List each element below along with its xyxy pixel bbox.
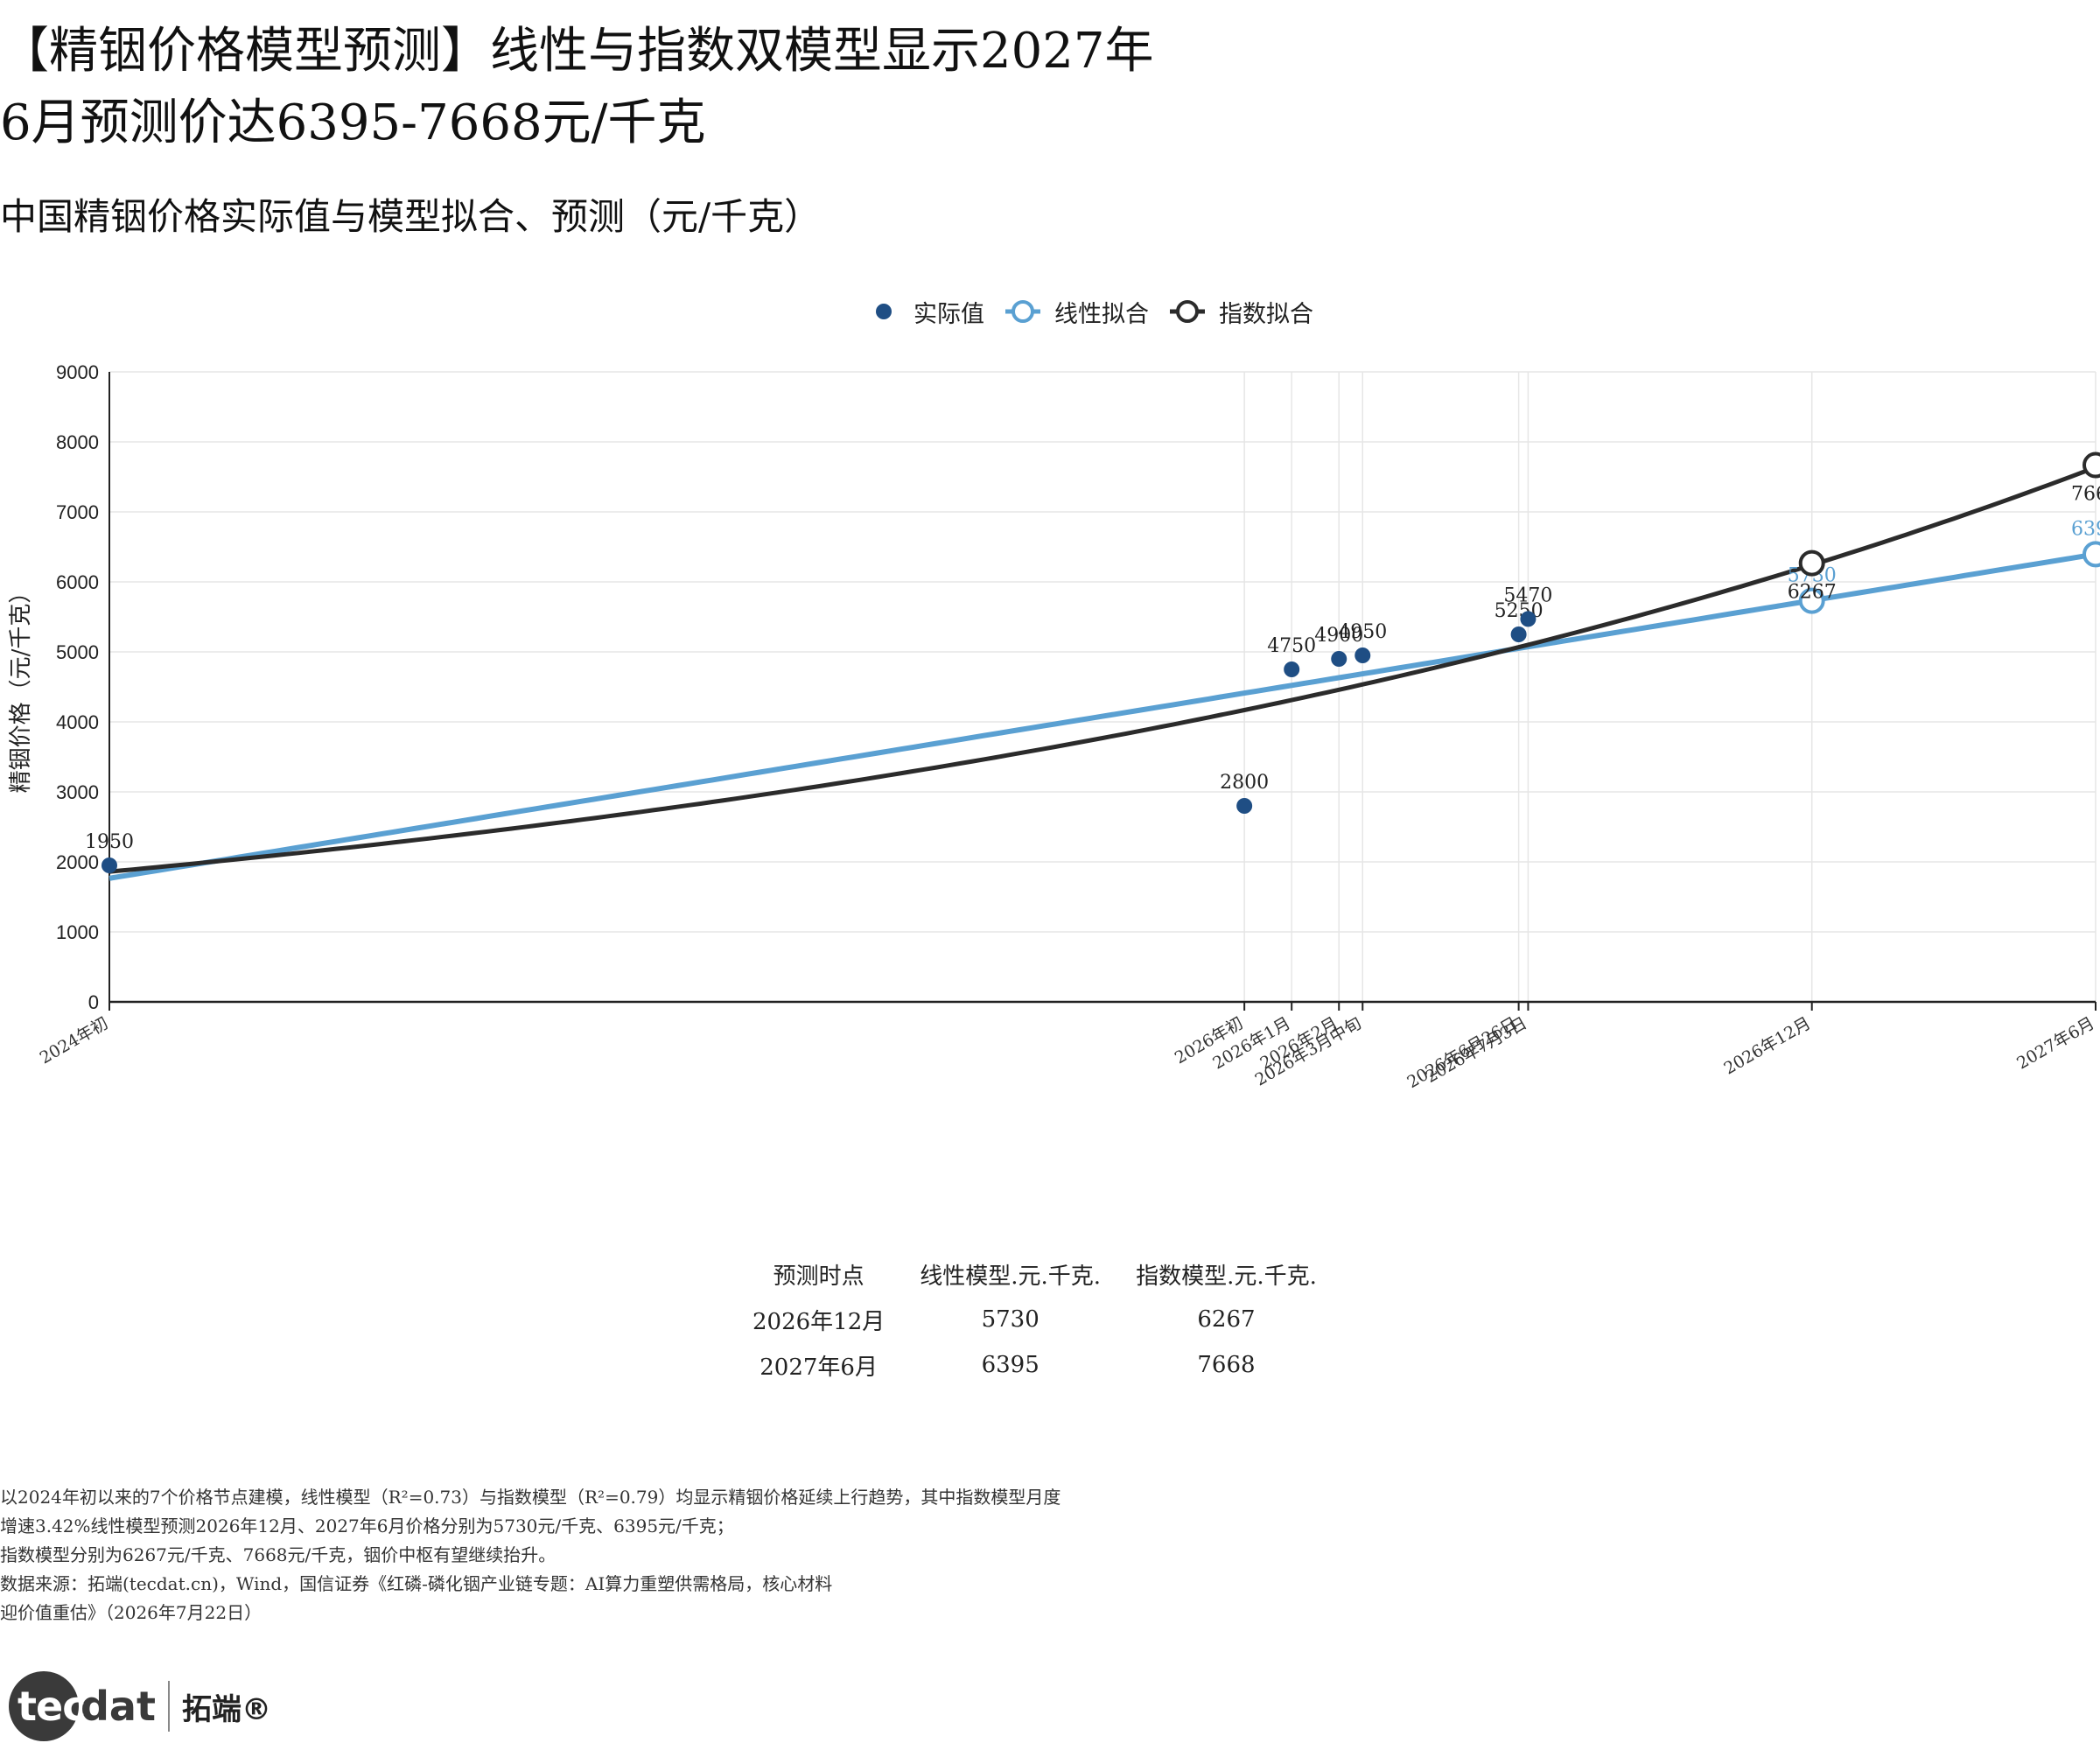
legend-marker-exp — [1170, 300, 1205, 323]
actual-point-label: 1950 — [85, 831, 134, 853]
legend-marker-actual — [876, 304, 892, 319]
y-tick-label: 4000 — [56, 711, 99, 733]
actual-point-label: 5470 — [1503, 584, 1552, 606]
logo-cn: 拓端® — [181, 1691, 271, 1727]
title-line-1: 【精铟价格模型预测】线性与指数双模型显示2027年 — [0, 23, 1154, 80]
actual-point — [1354, 648, 1371, 663]
y-tick-label: 7000 — [56, 501, 99, 523]
legend-marker-linear — [1005, 300, 1040, 323]
exp-forecast-point — [1798, 550, 1825, 577]
linear-forecast-point — [2082, 541, 2100, 568]
legend-item-exp[interactable]: 指数拟合 — [1168, 295, 1313, 329]
footnote-line: 指数模型分别为6267元/千克、7668元/千克，铟价中枢有望继续抬升。 — [0, 1544, 556, 1565]
x-tick-label: 2026年7月3日 — [1423, 1013, 1530, 1087]
actual-point — [1520, 611, 1536, 627]
price-chart: 0 1000 2000 3000 4000 5000 6000 7000 8000 9000 202… — [8, 361, 2100, 1092]
logo-tec: tec — [18, 1683, 86, 1730]
table-row: 2027年6月 6395 7668 — [735, 1342, 1334, 1388]
y-tick-label: 1000 — [56, 921, 99, 943]
footnote-line: 以2024年初以来的7个价格节点建模，线性模型（R²=0.73）与指数模型（R²… — [0, 1487, 1061, 1508]
exp-forecast-label: 6267 — [1788, 582, 1837, 604]
actual-point — [1284, 662, 1300, 677]
y-tick-label: 9000 — [56, 361, 99, 383]
actual-point-label: 2800 — [1220, 772, 1269, 794]
actual-point — [1236, 798, 1253, 814]
footnote-line: 增速3.42%线性模型预测2026年12月、2027年6月价格分别为5730元/… — [0, 1516, 734, 1536]
table-cell: 2027年6月 — [760, 1354, 878, 1381]
footnote: 以2024年初以来的7个价格节点建模，线性模型（R²=0.73）与指数模型（R²… — [0, 1483, 1155, 1628]
table-cell: 2026年12月 — [752, 1308, 886, 1335]
exp-forecast-label: 7668 — [2071, 484, 2100, 506]
table-cell: 7668 — [1197, 1352, 1256, 1378]
actual-point — [102, 858, 117, 873]
table-header-cell: 线性模型.元.千克. — [920, 1263, 1102, 1290]
actual-point-label: 4950 — [1338, 621, 1387, 643]
actual-point-label: 4900 — [1314, 625, 1363, 647]
linear-fit-line — [108, 551, 2096, 881]
table-header-cell: 预测时点 — [773, 1263, 864, 1290]
linear-forecast-point — [1798, 587, 1825, 614]
y-tick-label: 3000 — [56, 781, 99, 803]
y-axis-label: 精铟价格（元/千克） — [8, 581, 34, 794]
x-tick-label: 2026年12月 — [1720, 1013, 1814, 1078]
logo-dat: dat — [80, 1683, 156, 1730]
footnote-line: 迎价值重估》（2026年7月22日） — [0, 1602, 262, 1623]
title-line-2: 6月预测价达6395-7668元/千克 — [0, 94, 706, 151]
legend-label-linear: 线性拟合 — [1054, 300, 1149, 327]
chart-title: 【精铟价格模型预测】线性与指数双模型显示2027年 6月预测价达6395-766… — [0, 16, 1225, 159]
table-header-row: 预测时点 线性模型.元.千克. 指数模型.元.千克. — [735, 1251, 1334, 1297]
actual-point-label: 4750 — [1267, 635, 1316, 657]
table-cell: 5730 — [981, 1306, 1040, 1333]
y-tick-label: 8000 — [56, 431, 99, 453]
legend: 实际值 线性拟合 指数拟合 — [866, 290, 1333, 332]
actual-point — [1331, 651, 1348, 667]
x-tick-label: 2027年6月 — [2013, 1013, 2097, 1073]
exp-fit-line — [108, 465, 2096, 874]
table-row: 2026年12月 5730 6267 — [735, 1297, 1334, 1342]
exp-forecast-point — [2082, 452, 2100, 479]
legend-label-exp: 指数拟合 — [1219, 300, 1313, 327]
y-tick-label: 0 — [88, 991, 99, 1013]
forecast-table: 预测时点 线性模型.元.千克. 指数模型.元.千克. 2026年12月 5730… — [735, 1251, 1334, 1388]
table-cell: 6267 — [1197, 1306, 1256, 1333]
actual-point — [1510, 626, 1527, 642]
y-tick-label: 6000 — [56, 571, 99, 593]
logo-circle: tec — [9, 1671, 86, 1741]
footnote-line: 数据来源：拓端(tecdat.cn)，Wind，国信证券《红磷-磷化铟产业链专题… — [0, 1573, 833, 1594]
tecdat-logo: tec dat 拓端® — [9, 1671, 271, 1741]
chart-subtitle: 中国精铟价格实际值与模型拟合、预测（元/千克） — [0, 195, 822, 238]
y-tick-label: 5000 — [56, 641, 99, 663]
y-tick-label: 2000 — [56, 851, 99, 873]
legend-item-linear[interactable]: 线性拟合 — [1004, 295, 1149, 329]
table-header-cell: 指数模型.元.千克. — [1136, 1263, 1317, 1290]
linear-forecast-label: 6395 — [2071, 518, 2100, 540]
table-cell: 6395 — [981, 1352, 1040, 1378]
x-tick-label: 2024年初 — [37, 1013, 112, 1068]
legend-label-actual: 实际值 — [914, 300, 984, 327]
legend-item-actual[interactable]: 实际值 — [866, 295, 984, 329]
logo-separator — [167, 1681, 170, 1732]
